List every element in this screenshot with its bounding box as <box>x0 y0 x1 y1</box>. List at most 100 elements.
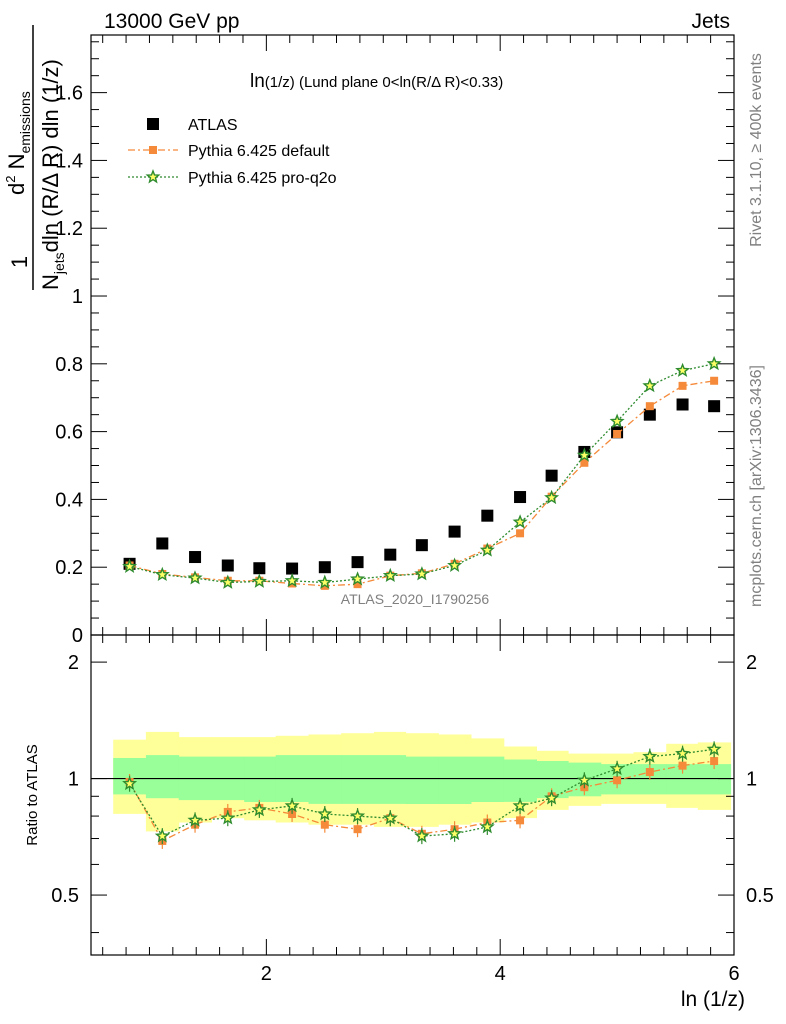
point-pythia-6-425-pro-q2o <box>317 574 333 589</box>
point-pythia-6-425-pro-q2o <box>576 447 592 462</box>
ratio-point-pythia-6-425-default <box>613 776 622 785</box>
point-pythia-6-425-pro-q2o <box>251 573 267 588</box>
ratio-point-pythia-6-425-pro-q2o <box>414 828 430 843</box>
band-stat-band <box>373 755 407 804</box>
point-pythia-6-425-default <box>353 580 362 589</box>
point-pythia-6-425-pro-q2o <box>414 566 430 581</box>
plot-title-small: (1/z) <box>265 74 295 91</box>
ratio-point-pythia-6-425-default <box>516 816 525 825</box>
ratio-point-pythia-6-425-default <box>645 767 654 776</box>
ratio-point-pythia-6-425-pro-q2o <box>675 745 691 761</box>
mcplots-label: mcplots.cern.ch [arXiv:1306.3436] <box>748 365 765 607</box>
ratio-point-pythia-6-425-default <box>353 825 362 834</box>
ratio-point-pythia-6-425-pro-q2o <box>544 790 560 805</box>
legend-label-default: Pythia 6.425 default <box>188 143 330 160</box>
ratio-panel: 0.5 0.5 1 1 2 2 2 4 6 Ratio to ATLAS ln (1/z) <box>24 634 774 1011</box>
ratio-ylabel: Ratio to ATLAS <box>24 744 41 845</box>
ylabel-num-n: N <box>4 154 29 176</box>
point-atlas <box>189 551 202 564</box>
ylabel-denominator: Njetsdln (R/Δ R) dln (1/z) <box>38 59 67 290</box>
point-atlas <box>221 559 234 572</box>
point-pythia-6-425-pro-q2o <box>706 355 722 371</box>
ratio-frame <box>90 634 735 956</box>
point-pythia-6-425-default <box>613 429 622 438</box>
rivet-label: Rivet 3.1.10, ≥ 400k events <box>748 53 765 247</box>
main-ytick-label: 1.6 <box>55 83 83 105</box>
point-pythia-6-425-pro-q2o <box>512 514 528 529</box>
main-ytick-label: 1.4 <box>55 150 83 172</box>
ratio-point-pythia-6-425-pro-q2o <box>576 772 592 787</box>
main-ytick-label: 0 <box>72 625 83 647</box>
point-atlas <box>676 398 689 411</box>
main-ytick-label: 0.4 <box>55 489 83 511</box>
point-pythia-6-425-default <box>645 402 654 411</box>
point-atlas <box>384 548 397 561</box>
ratio-xtick-label: 2 <box>261 963 272 985</box>
ratio-point-pythia-6-425-pro-q2o <box>220 810 236 825</box>
point-pythia-6-425-pro-q2o <box>349 571 366 586</box>
point-pythia-6-425-pro-q2o <box>284 572 300 588</box>
point-atlas <box>415 539 428 552</box>
ylabel-den-rest: dln (R/Δ R) dln (1/z) <box>38 59 63 252</box>
point-pythia-6-425-pro-q2o <box>122 558 138 573</box>
point-pythia-6-425-pro-q2o <box>479 542 495 557</box>
ratio-point-pythia-6-425-pro-q2o <box>447 825 463 841</box>
legend-label-pro-q2o: Pythia 6.425 pro-q2o <box>188 170 337 187</box>
ratio-point-pythia-6-425-pro-q2o <box>382 810 398 825</box>
ratio-point-pythia-6-425-pro-q2o <box>317 806 333 821</box>
band-stat-band <box>405 756 439 804</box>
point-atlas <box>545 469 558 482</box>
band-stat-band <box>244 756 277 802</box>
point-pythia-6-425-pro-q2o <box>154 566 170 582</box>
band-stat-band <box>697 764 732 795</box>
point-pythia-6-425-pro-q2o <box>544 489 560 505</box>
ylabel-num-d: d <box>4 183 29 195</box>
point-pythia-6-425-pro-q2o <box>187 570 203 585</box>
ratio-point-pythia-6-425-pro-q2o <box>706 741 722 756</box>
legend-label-atlas: ATLAS <box>188 117 238 134</box>
main-ytick-label: 0.8 <box>55 354 83 376</box>
main-ytick-label: 1.2 <box>55 218 83 240</box>
point-pythia-6-425-default <box>678 381 687 390</box>
band-stat-band <box>471 756 505 802</box>
xlabel: ln (1/z) <box>681 988 745 1011</box>
legend-marker-pythia-6-425-default <box>149 146 157 154</box>
band-stat-band <box>438 756 472 804</box>
point-pythia-6-425-default <box>710 376 719 385</box>
point-pythia-6-425-pro-q2o <box>220 574 236 589</box>
main-ytick-label: 1 <box>72 286 83 308</box>
ylabel-den-sub: jets <box>51 252 67 275</box>
ylabel-num-sub: emissions <box>17 91 33 153</box>
band-stat-band <box>503 759 537 802</box>
watermark: ATLAS_2020_I1790256 <box>341 591 490 607</box>
legend: ATLAS Pythia 6.425 default Pythia 6.425 … <box>128 117 337 187</box>
main-ytick-label: 0.6 <box>55 422 83 444</box>
point-pythia-6-425-pro-q2o <box>382 567 398 583</box>
point-atlas <box>643 408 656 421</box>
ratio-point-pythia-6-425-default <box>678 761 687 770</box>
plot-title-rest: (Lund plane 0<ln(R/Δ R)<0.33) <box>295 74 503 91</box>
ratio-point-pythia-6-425-pro-q2o <box>512 798 528 813</box>
band-stat-band <box>308 755 342 804</box>
band-stat-band <box>536 761 569 799</box>
ratio-point-pythia-6-425-pro-q2o <box>609 760 625 776</box>
point-atlas <box>481 509 494 522</box>
point-pythia-6-425-pro-q2o <box>447 557 463 572</box>
point-pythia-6-425-default <box>580 458 589 467</box>
point-atlas <box>286 562 299 575</box>
ratio-point-pythia-6-425-default <box>320 820 329 829</box>
point-pythia-6-425-pro-q2o <box>675 362 691 377</box>
ylabel-numerator: d2 Nemissions <box>3 91 33 195</box>
ylabel-one: 1 <box>7 256 32 268</box>
ratio-point-pythia-6-425-default <box>288 809 297 818</box>
header-right: Jets <box>691 10 730 33</box>
point-atlas <box>253 562 266 575</box>
ratio-ytick-label: 1 <box>68 769 79 791</box>
point-atlas <box>708 400 721 413</box>
band-stat-band <box>145 755 180 799</box>
ratio-ytick-label: 0.5 <box>51 885 79 907</box>
main-ylabel: 1 Njetsdln (R/Δ R) dln (1/z) d2 Nemissio… <box>3 25 67 290</box>
ylabel-den-n: N <box>38 274 63 290</box>
ratio-point-pythia-6-425-pro-q2o <box>642 748 658 763</box>
